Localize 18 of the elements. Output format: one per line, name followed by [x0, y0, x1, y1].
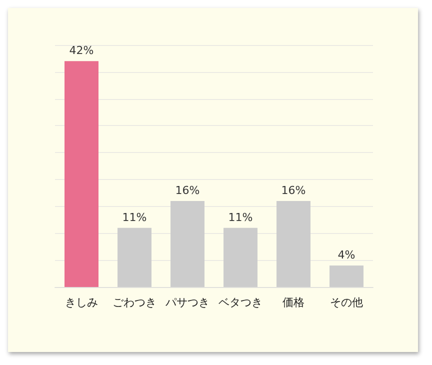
- x-tick-label: 価格: [282, 296, 304, 309]
- bar: [170, 200, 204, 287]
- x-tick-label: ごわつき: [112, 296, 156, 309]
- x-tick-label: その他: [330, 296, 363, 309]
- x-tick-label: きしみ: [65, 296, 98, 309]
- bar: [276, 200, 310, 287]
- bar: [118, 228, 152, 287]
- bar: [330, 265, 364, 287]
- data-label: 16%: [175, 184, 200, 197]
- data-label: 11%: [122, 210, 147, 224]
- x-tick-label: パサつき: [164, 296, 210, 309]
- data-label: 4%: [338, 248, 356, 262]
- data-label: 42%: [69, 44, 94, 58]
- data-label: 16%: [281, 184, 306, 197]
- x-tick-label: ベタつき: [218, 296, 262, 309]
- bar: [224, 228, 258, 287]
- data-label: 11%: [228, 210, 253, 224]
- bar: [64, 61, 98, 287]
